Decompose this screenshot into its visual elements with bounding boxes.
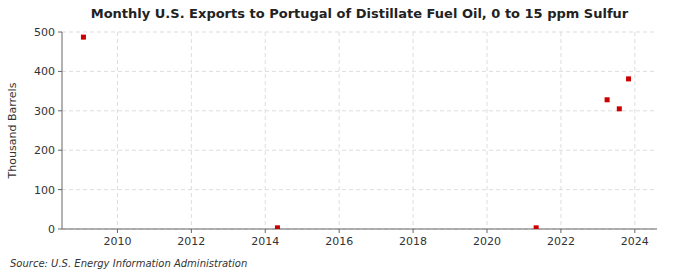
grid-line-x (117, 32, 118, 229)
point (605, 97, 610, 102)
point (275, 225, 280, 229)
x-tick-label: 2016 (325, 235, 353, 248)
y-tick (58, 189, 62, 190)
axes: 2010 2012 2014 2016 2018 2020 2022 2024 0 100 200 3… (34, 26, 649, 248)
grid-line-y (62, 71, 657, 72)
grid-line-y (62, 150, 657, 151)
grid-line-x (634, 32, 635, 229)
y-tick-label: 300 (34, 105, 55, 118)
x-tick-label: 2014 (251, 235, 279, 248)
x-tick-label: 2018 (399, 235, 427, 248)
grid-line-x (413, 32, 414, 229)
grid-line-y (62, 229, 657, 230)
grid-line-x (487, 32, 488, 229)
y-tick-label: 400 (34, 65, 55, 78)
y-tick-label: 0 (48, 223, 55, 236)
x-tick (117, 229, 118, 233)
x-tick (487, 229, 488, 233)
grid-line-x (191, 32, 192, 229)
grid-line-x (339, 32, 340, 229)
y-tick (58, 150, 62, 151)
x-tick-label: 2010 (103, 235, 131, 248)
grid-line-y (62, 110, 657, 111)
points (81, 35, 631, 229)
x-tick (634, 229, 635, 233)
y-tick-label: 500 (34, 26, 55, 39)
x-tick (413, 229, 414, 233)
x-tick (560, 229, 561, 233)
point (81, 35, 86, 40)
point (617, 106, 622, 111)
y-tick (58, 32, 62, 33)
x-tick-label: 2020 (473, 235, 501, 248)
chart-container: 2010 2012 2014 2016 2018 2020 2022 2024 0 100 200 3… (0, 0, 675, 275)
x-tick-label: 2012 (177, 235, 205, 248)
y-axis-label: Thousand Barrels (6, 82, 19, 179)
y-tick (58, 71, 62, 72)
point (534, 225, 539, 229)
y-tick (58, 110, 62, 111)
y-tick-label: 100 (34, 184, 55, 197)
x-tick (265, 229, 266, 233)
x-axis-line (62, 229, 657, 230)
grid (62, 32, 657, 229)
grid-line-x (560, 32, 561, 229)
x-tick-label: 2022 (547, 235, 575, 248)
x-tick-label: 2024 (621, 235, 649, 248)
x-tick (339, 229, 340, 233)
title: Monthly U.S. Exports to Portugal of Dist… (91, 6, 629, 21)
grid-line-x (265, 32, 266, 229)
y-tick (58, 229, 62, 230)
y-axis-line (62, 32, 63, 229)
point (626, 76, 631, 81)
grid-line-y (62, 189, 657, 190)
x-tick (191, 229, 192, 233)
source: Source: U.S. Energy Information Administ… (10, 258, 247, 269)
chart: 2010 2012 2014 2016 2018 2020 2022 2024 0 100 200 3… (0, 0, 675, 275)
grid-line-y (62, 32, 657, 33)
y-tick-label: 200 (34, 144, 55, 157)
